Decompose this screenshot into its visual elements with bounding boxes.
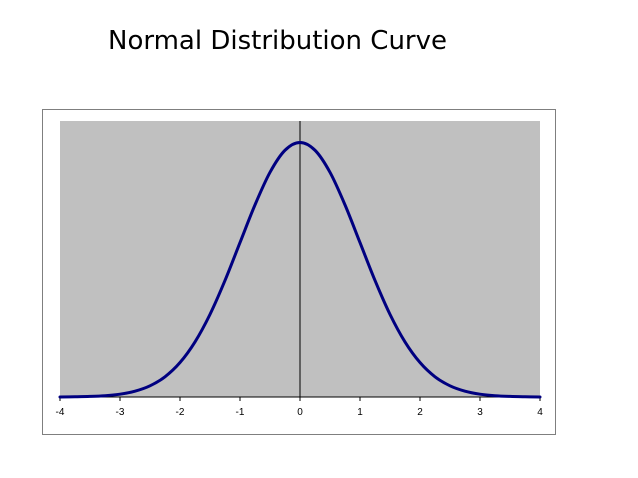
x-tick-label-5: 1	[357, 407, 363, 418]
x-tick-label-6: 2	[417, 407, 423, 418]
x-tick-label-4: 0	[297, 407, 303, 418]
x-axis-ticks	[59, 397, 541, 401]
x-tick-label-7: 3	[477, 407, 483, 418]
x-tick-label-2: -2	[176, 407, 185, 418]
x-tick-label-3: -1	[236, 407, 245, 418]
slide-title: Normal Distribution Curve	[108, 26, 447, 56]
x-tick-label-1: -3	[116, 407, 125, 418]
chart-frame: -4 -3 -2 -1 0 1 2 3 4	[42, 109, 556, 435]
x-tick-label-8: 4	[537, 407, 543, 418]
x-axis-tick-labels: -4 -3 -2 -1 0 1 2 3 4	[56, 407, 544, 418]
series-curve	[58, 140, 542, 399]
x-tick-label-0: -4	[56, 407, 65, 418]
normal-distribution-chart: -4 -3 -2 -1 0 1 2 3 4	[56, 121, 544, 418]
